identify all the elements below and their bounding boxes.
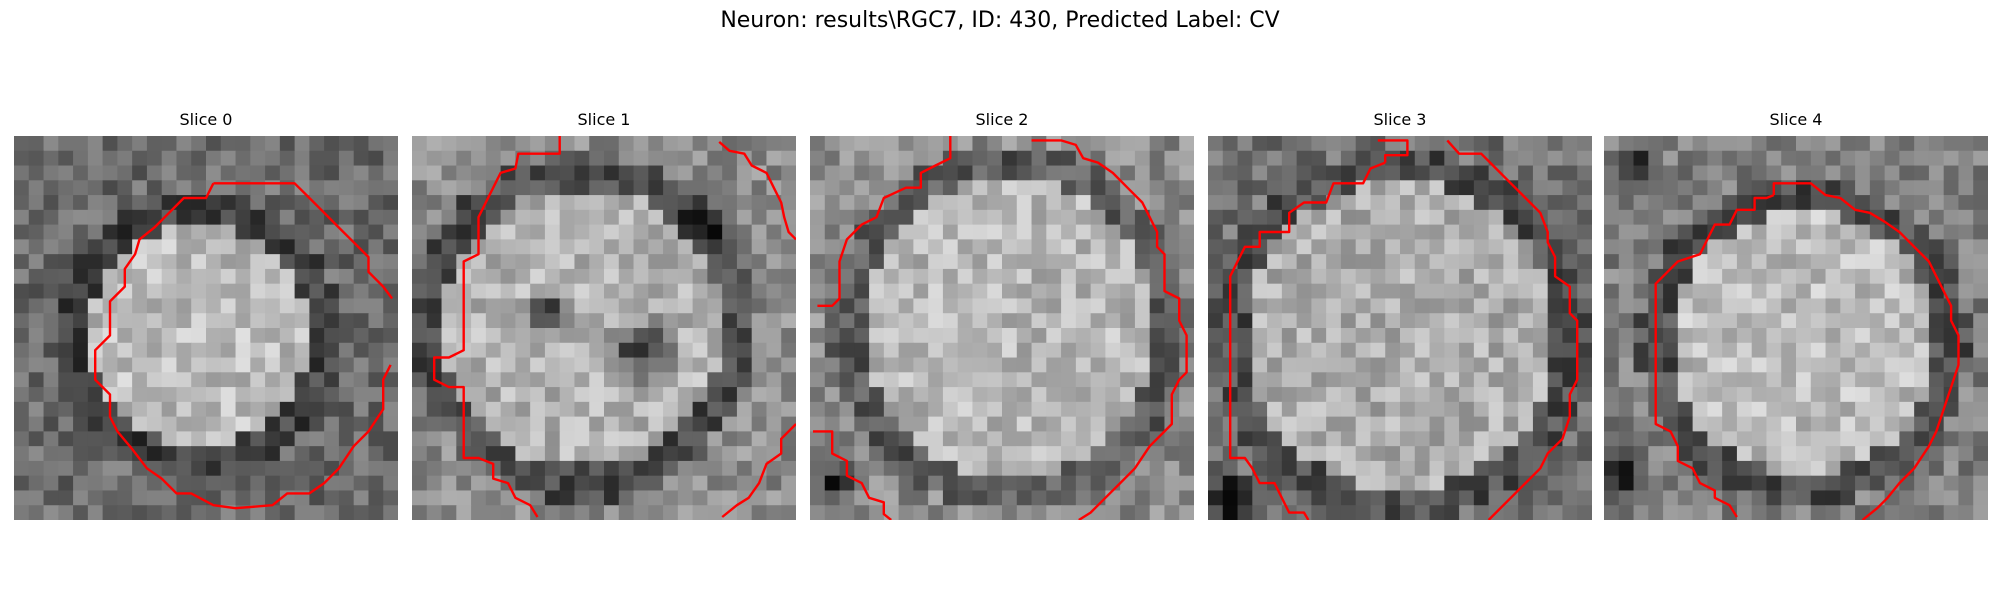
- slice-image: [1604, 136, 1988, 520]
- contour-line: [1377, 139, 1409, 163]
- slice-panel-2: Slice 2: [810, 108, 1194, 520]
- slice-title: Slice 1: [577, 110, 631, 129]
- contour-line: [433, 136, 561, 518]
- slice-image: [412, 136, 796, 520]
- contour-line: [817, 136, 952, 308]
- slice-title: Slice 2: [975, 110, 1029, 129]
- contour-line: [813, 430, 892, 520]
- slice-image: [1208, 136, 1592, 520]
- slice-panel-0: Slice 0: [14, 108, 398, 520]
- contour-line: [213, 182, 394, 300]
- contour-line: [1031, 139, 1188, 520]
- pixel-grid: [810, 136, 1194, 520]
- pixel-grid: [1208, 136, 1592, 520]
- slice-title: Slice 4: [1769, 110, 1823, 129]
- contour-line: [718, 140, 796, 241]
- figure-title: Neuron: results\RGC7, ID: 430, Predicted…: [720, 8, 1280, 33]
- contour-line: [721, 423, 796, 518]
- slice-panel-4: Slice 4: [1604, 108, 1988, 520]
- slice-title: Slice 0: [179, 110, 233, 129]
- contour-line: [1654, 193, 1775, 518]
- slice-panel-1: Slice 1: [412, 108, 796, 520]
- slice-title: Slice 3: [1373, 110, 1427, 129]
- contour-line: [1446, 139, 1579, 520]
- contour-line: [93, 182, 392, 510]
- slice-image: [14, 136, 398, 520]
- pixel-grid: [412, 136, 796, 520]
- pixel-grid: [1604, 136, 1988, 520]
- contour-line: [1772, 182, 1960, 520]
- pixel-grid: [14, 136, 398, 520]
- slice-panel-3: Slice 3: [1208, 108, 1592, 520]
- contour-line: [1229, 161, 1386, 520]
- slice-image: [810, 136, 1194, 520]
